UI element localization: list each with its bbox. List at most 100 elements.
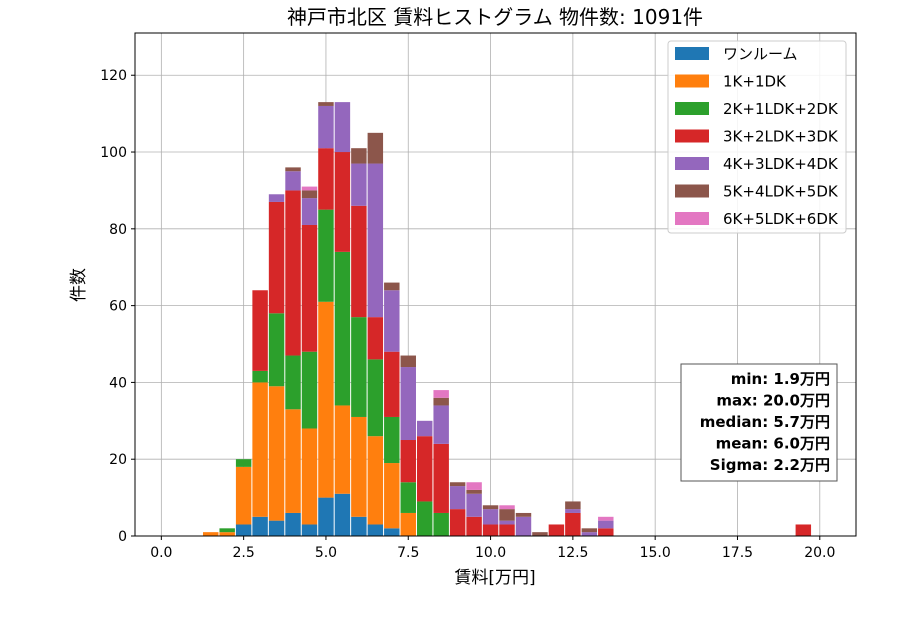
bar-segment [433,405,449,444]
bar-segment [334,251,351,406]
bar-segment [384,290,400,352]
bar-segment [499,524,515,536]
y-tick-label: 0 [118,529,127,545]
bar-segment [219,528,235,533]
y-axis-ticks: 0 20 40 60 80 100 120 [100,68,135,545]
legend-swatch [675,212,709,225]
bar-segment [384,416,400,464]
x-tick-label: 15.0 [640,545,671,561]
legend-label: 3K+2LDK+3DK [723,128,839,146]
bar-segment [400,482,416,513]
bar-segment [301,351,318,429]
bar-segment [384,463,400,529]
legend-swatch [675,47,709,60]
bar-segment [598,528,614,536]
legend-label: 1K+1DK [723,73,787,91]
bar-segment [318,105,334,149]
plot-frame [134,32,857,537]
bar-segment [351,163,367,206]
bar-segment [202,532,219,536]
x-axis-ticks: 0.0 2.5 5.0 7.5 10.0 12.5 15.0 17.5 20.0 [150,536,835,561]
bar-segment [318,148,334,210]
bar-segment [515,512,532,517]
bar-segment [268,386,285,521]
stats-line: mean: 6.0万円 [716,435,830,453]
bar-segment [219,532,235,536]
bar-segment [499,509,515,521]
bar-segment [482,505,499,510]
bar-segment [351,317,367,417]
bar-segment [351,148,367,164]
bar-segment [252,516,268,536]
bar-segment [235,524,252,536]
bar-segment [384,351,400,417]
stats-box-frame [680,363,838,482]
bar-segment [351,205,367,318]
bar-segment [416,420,433,437]
bar-segment [384,282,400,291]
bar-segment [235,466,252,525]
legend-swatch [675,102,709,115]
bar-segment [268,520,285,536]
y-tick-label: 20 [109,452,127,468]
bar-segment [285,171,301,191]
bar-segment [384,528,400,536]
legend-label: 5K+4LDK+5DK [723,183,839,201]
bar-segment [565,509,581,513]
bars [202,102,812,536]
x-tick-label: 2.5 [233,545,255,561]
y-tick-label: 80 [109,222,127,238]
stats-box: min: 1.9万円 max: 20.0万円 median: 5.7万円 mean: … [680,363,838,482]
bar-segment [482,524,499,536]
x-tick-label: 10.0 [475,545,506,561]
bar-segment [449,482,466,487]
bar-segment [466,482,482,490]
bar-segment [334,493,351,536]
x-tick-label: 5.0 [315,545,337,561]
bar-segment [400,367,416,441]
bar-segment [499,520,515,525]
chart-title: 神戸市北区 賃料ヒストグラム 物件数: 1091件 [287,5,703,29]
bar-segment [433,443,449,513]
bar-segment [252,370,268,383]
bar-segment [301,198,318,225]
bar-segment [515,516,532,536]
bar-segment [581,528,598,533]
bar-segment [301,428,318,525]
y-tick-label: 40 [109,375,127,391]
bar-segment [367,317,384,360]
bar-segment [318,497,334,536]
x-tick-label: 0.0 [150,545,172,561]
bar-segment [499,505,515,510]
legend-swatch [675,74,709,88]
bar-segment [334,152,351,252]
bar-segment [285,409,301,513]
bar-segment [301,224,318,352]
bar-segment [466,493,482,517]
bar-segment [301,524,318,536]
y-tick-label: 120 [100,68,127,84]
y-tick-label: 60 [109,299,127,315]
bar-segment [433,390,449,398]
bar-segment [351,516,367,536]
bar-segment [252,290,268,371]
bar-segment [449,486,466,510]
bar-segment [367,359,384,437]
legend-label: 4K+3LDK+4DK [723,155,839,173]
bar-segment [466,489,482,494]
legend-swatch [675,184,709,198]
bar-segment [285,355,301,410]
legend-frame [667,40,847,234]
stats-line: Sigma: 2.2万円 [710,456,830,474]
y-tick-label: 100 [100,145,127,161]
bar-segment [433,397,449,406]
bar-segment [565,501,581,510]
bar-segment [318,301,334,498]
bar-segment [400,512,416,536]
bar-segment [416,501,433,536]
bar-segment [400,440,416,483]
bar-segment [581,532,598,536]
bar-segment [268,194,285,202]
